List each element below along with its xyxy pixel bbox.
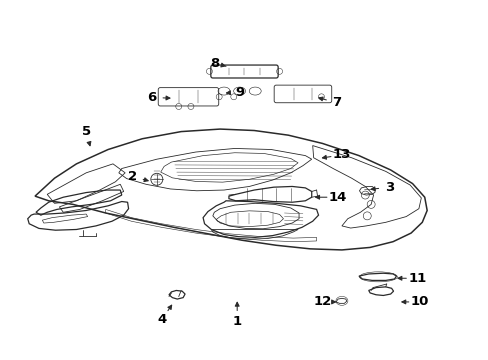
Text: 7: 7 — [332, 96, 341, 109]
Text: 8: 8 — [210, 57, 220, 70]
Text: 9: 9 — [235, 86, 244, 99]
Text: 4: 4 — [157, 313, 166, 327]
Text: 3: 3 — [384, 181, 393, 194]
Text: 1: 1 — [232, 315, 241, 328]
Text: 10: 10 — [410, 296, 428, 309]
Text: 6: 6 — [147, 91, 156, 104]
Text: 12: 12 — [313, 296, 331, 309]
Text: 2: 2 — [128, 170, 137, 183]
Text: 14: 14 — [328, 191, 346, 204]
Text: 5: 5 — [81, 125, 91, 138]
Text: 11: 11 — [407, 272, 426, 285]
Text: 13: 13 — [332, 148, 350, 161]
